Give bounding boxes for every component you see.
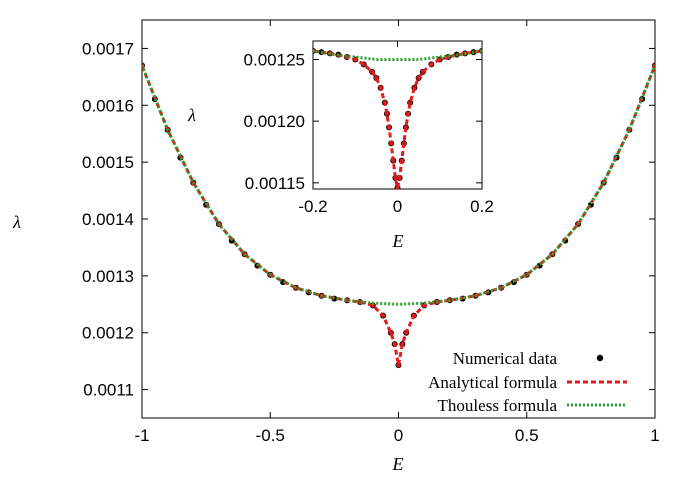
inset-chart: 0.00115 0.00120 0.00125 -0.2 0 0.2 Eλ (187, 40, 494, 251)
legend-label: Numerical data (453, 349, 558, 368)
inset-x-axis-label: E (392, 231, 404, 251)
main-x-tick-label: -0.5 (256, 426, 285, 445)
legend-marker-points (596, 354, 604, 362)
main-series-line-analytical-formula (142, 64, 655, 366)
main-y-axis-label: λ (12, 212, 21, 232)
inset-x-tick-label: 0.2 (470, 197, 494, 216)
main-y-tick-label: 0.0012 (82, 324, 134, 343)
main-y-tick-label: 0.0011 (83, 381, 134, 400)
inset-series-line-analytical-formula (313, 49, 482, 189)
inset-x-tick-label: -0.2 (298, 197, 327, 216)
main-x-tick-label: 0.5 (515, 426, 539, 445)
inset-y-tick-label: 0.00115 (245, 174, 305, 193)
main-x-tick-label: 0 (394, 426, 403, 445)
main-plot-area (142, 62, 655, 369)
main-y-tick-label: 0.0016 (82, 96, 134, 115)
main-x-axis-label: E (392, 454, 404, 474)
main-x-tick-label: 1 (650, 426, 659, 445)
main-x-tick-label: -1 (134, 426, 149, 445)
main-series-line-thouless-formula (142, 64, 655, 306)
inset-series-line-thouless-formula (313, 49, 482, 61)
inset-y-axis-label: λ (187, 105, 196, 125)
inset-plot-area (313, 47, 482, 189)
main-y-tick-label: 0.0017 (82, 39, 134, 58)
legend-label: Thouless formula (438, 396, 558, 415)
main-y-tick-label: 0.0014 (82, 210, 134, 229)
legend-label: Analytical formula (428, 373, 557, 392)
legend: Numerical data Analytical formula Thouless… (428, 349, 627, 415)
inset-x-tick-label: 0 (393, 197, 402, 216)
inset-y-tick-label: 0.00120 (244, 112, 305, 131)
main-y-tick-label: 0.0015 (82, 153, 134, 172)
main-y-tick-label: 0.0013 (82, 267, 134, 286)
inset-plot-frame (312, 40, 483, 190)
inset-y-tick-label: 0.00125 (244, 51, 305, 70)
